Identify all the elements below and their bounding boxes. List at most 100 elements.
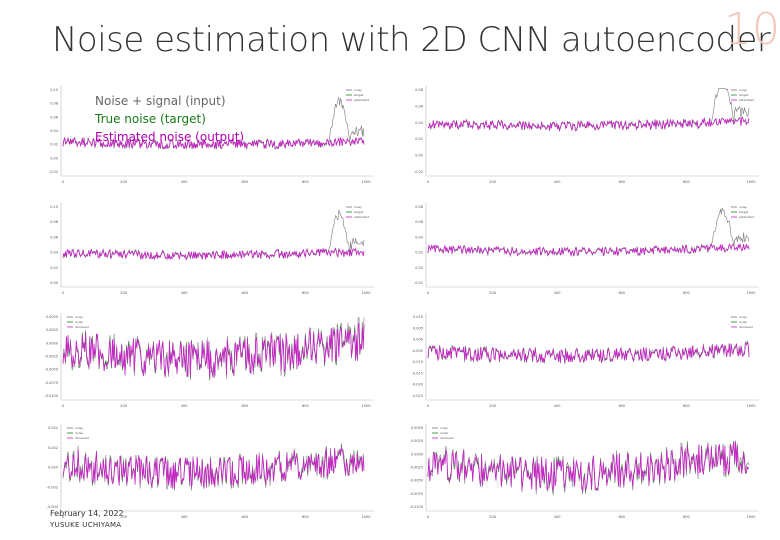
mini-legend-label: noise: [75, 320, 83, 324]
x-tick-label: 400: [181, 180, 188, 184]
y-tick-label: 0.005: [413, 326, 423, 330]
legend-input: Noise + signal (input): [95, 94, 226, 108]
y-tick-label: -0.02: [414, 170, 423, 174]
x-tick-label: 0: [427, 404, 429, 408]
y-tick-label: -0.0050: [44, 368, 58, 372]
x-tick-label: 600: [618, 404, 625, 408]
y-tick-label: 0.00: [415, 266, 423, 270]
y-tick-label: -0.0075: [409, 492, 423, 496]
y-tick-label: -0.0100: [44, 394, 58, 398]
x-tick-label: 400: [181, 404, 188, 408]
x-tick-label: 800: [302, 180, 309, 184]
mini-legend-label: estimated: [354, 215, 369, 219]
y-tick-label: 0.0050: [411, 426, 423, 430]
x-tick-label: 200: [489, 404, 496, 408]
y-tick-label: 0.0000: [46, 341, 58, 345]
chart-svg: 0.08 0.06 0.04 0.02 0.00 -0.02 0 200 400 600 800 10…: [414, 203, 759, 295]
x-tick-label: 800: [683, 291, 690, 295]
y-tick-label: 0.04: [415, 235, 424, 239]
mini-legend-label: noise: [440, 431, 448, 435]
x-tick-label: 200: [120, 291, 127, 295]
footer-date: February 14, 2022: [50, 509, 124, 518]
mini-legend-label: target: [354, 93, 364, 97]
x-tick-label: 200: [120, 180, 127, 184]
y-tick-label: 0.08: [50, 102, 58, 106]
mini-legend-label: target: [354, 210, 364, 214]
slide-title: Noise estimation with 2D CNN autoencoder: [52, 20, 771, 60]
y-tick-label: 0.00: [50, 156, 58, 160]
x-tick-label: 1000: [362, 515, 371, 519]
mini-legend-label: noisy: [75, 426, 83, 430]
y-tick-label: -0.0025: [44, 355, 58, 359]
y-tick-label: 0.002: [48, 446, 58, 450]
x-tick-label: 1000: [362, 291, 371, 295]
plot-row4-left: 0.004 0.002 0.000 -0.002 -0.004 0 200 400 600 800…: [35, 418, 380, 523]
y-tick-label: -0.004: [47, 505, 59, 509]
plot-row1-left: 0.10 0.08 0.06 0.04 0.02 0.00 -0.02 0 200 400 600 8…: [35, 80, 380, 188]
x-tick-label: 1000: [747, 291, 756, 295]
mini-legend-label: noise: [739, 320, 747, 324]
x-tick-label: 400: [554, 291, 561, 295]
x-tick-label: 200: [489, 515, 496, 519]
y-tick-label: -0.010: [412, 360, 423, 364]
x-tick-label: 800: [302, 291, 309, 295]
series-line-output: [427, 341, 750, 364]
plot-row1-right: 0.08 0.06 0.04 0.02 0.00 -0.02 0 200 400 600 800 10…: [400, 80, 765, 188]
plot-row2-left: 0.10 0.08 0.06 0.04 0.02 0.00 0 200 400 600 800 100…: [35, 197, 380, 299]
mini-legend-label: noisy: [739, 88, 747, 92]
x-tick-label: 0: [62, 291, 64, 295]
x-tick-label: 1000: [747, 180, 756, 184]
series-line-output: [62, 136, 365, 150]
chart-svg: 0.010 0.005 0.000 -0.005 -0.010 -0.015 -0.020 -…: [412, 313, 759, 408]
chart-svg: 0.0050 0.0025 0.0000 -0.0025 -0.0050 -0.0075 -…: [44, 313, 374, 408]
y-tick-label: 0.08: [415, 88, 423, 92]
x-tick-label: 400: [181, 515, 188, 519]
x-tick-label: 800: [683, 404, 690, 408]
y-tick-label: 0.0050: [46, 315, 58, 319]
chart-svg: 0.0050 0.0025 0.0000 -0.0025 -0.0050 -0.0075 -…: [409, 424, 759, 519]
y-tick-label: -0.0075: [44, 381, 58, 385]
mini-legend-label: target: [739, 93, 749, 97]
x-tick-label: 0: [427, 180, 429, 184]
mini-legend-label: denoised: [440, 436, 454, 440]
x-tick-label: 800: [683, 515, 690, 519]
plot-row4-right: 0.0050 0.0025 0.0000 -0.0025 -0.0050 -0.0075 -…: [400, 418, 765, 523]
x-tick-label: 400: [554, 515, 561, 519]
y-tick-label: 0.10: [50, 205, 58, 209]
y-tick-label: -0.02: [414, 281, 423, 285]
x-tick-label: 400: [554, 404, 561, 408]
x-tick-label: 1000: [747, 404, 756, 408]
x-tick-label: 600: [241, 515, 248, 519]
series-line-output: [62, 247, 365, 261]
y-tick-label: 0.04: [415, 121, 424, 125]
series-line-output: [427, 243, 750, 257]
y-tick-label: 0.0000: [411, 452, 423, 456]
y-tick-label: 0.06: [50, 235, 58, 239]
y-tick-label: -0.020: [412, 383, 423, 387]
y-tick-label: -0.02: [49, 170, 58, 174]
x-tick-label: 0: [62, 180, 64, 184]
y-tick-label: 0.0025: [46, 328, 58, 332]
y-tick-label: 0.000: [48, 466, 58, 470]
mini-legend-label: noisy: [354, 205, 362, 209]
y-tick-label: 0.004: [48, 426, 59, 430]
x-tick-label: 400: [181, 291, 188, 295]
plot-row3-left: 0.0050 0.0025 0.0000 -0.0025 -0.0050 -0.0075 -…: [35, 307, 380, 412]
x-tick-label: 0: [62, 515, 64, 519]
plot-row2-right: 0.08 0.06 0.04 0.02 0.00 -0.02 0 200 400 600 800 10…: [400, 197, 765, 299]
mini-legend-label: estimated: [354, 98, 369, 102]
y-tick-label: 0.02: [415, 137, 423, 141]
mini-legend-label: estimated: [739, 98, 754, 102]
mini-legend-label: noisy: [75, 315, 83, 319]
legend-output: Estimated noise (output): [95, 130, 245, 144]
y-tick-label: -0.002: [47, 485, 58, 489]
x-tick-label: 200: [489, 180, 496, 184]
series-legend: Noise + signal (input) True noise (targe…: [95, 92, 244, 146]
y-tick-label: 0.010: [413, 315, 423, 319]
legend-target: True noise (target): [95, 112, 206, 126]
y-tick-label: 0.00: [415, 154, 423, 158]
y-tick-label: -0.005: [412, 349, 423, 353]
x-tick-label: 200: [120, 515, 127, 519]
mini-legend-label: target: [739, 210, 749, 214]
chart-svg: 0.004 0.002 0.000 -0.002 -0.004 0 200 400 600 800…: [47, 424, 374, 519]
